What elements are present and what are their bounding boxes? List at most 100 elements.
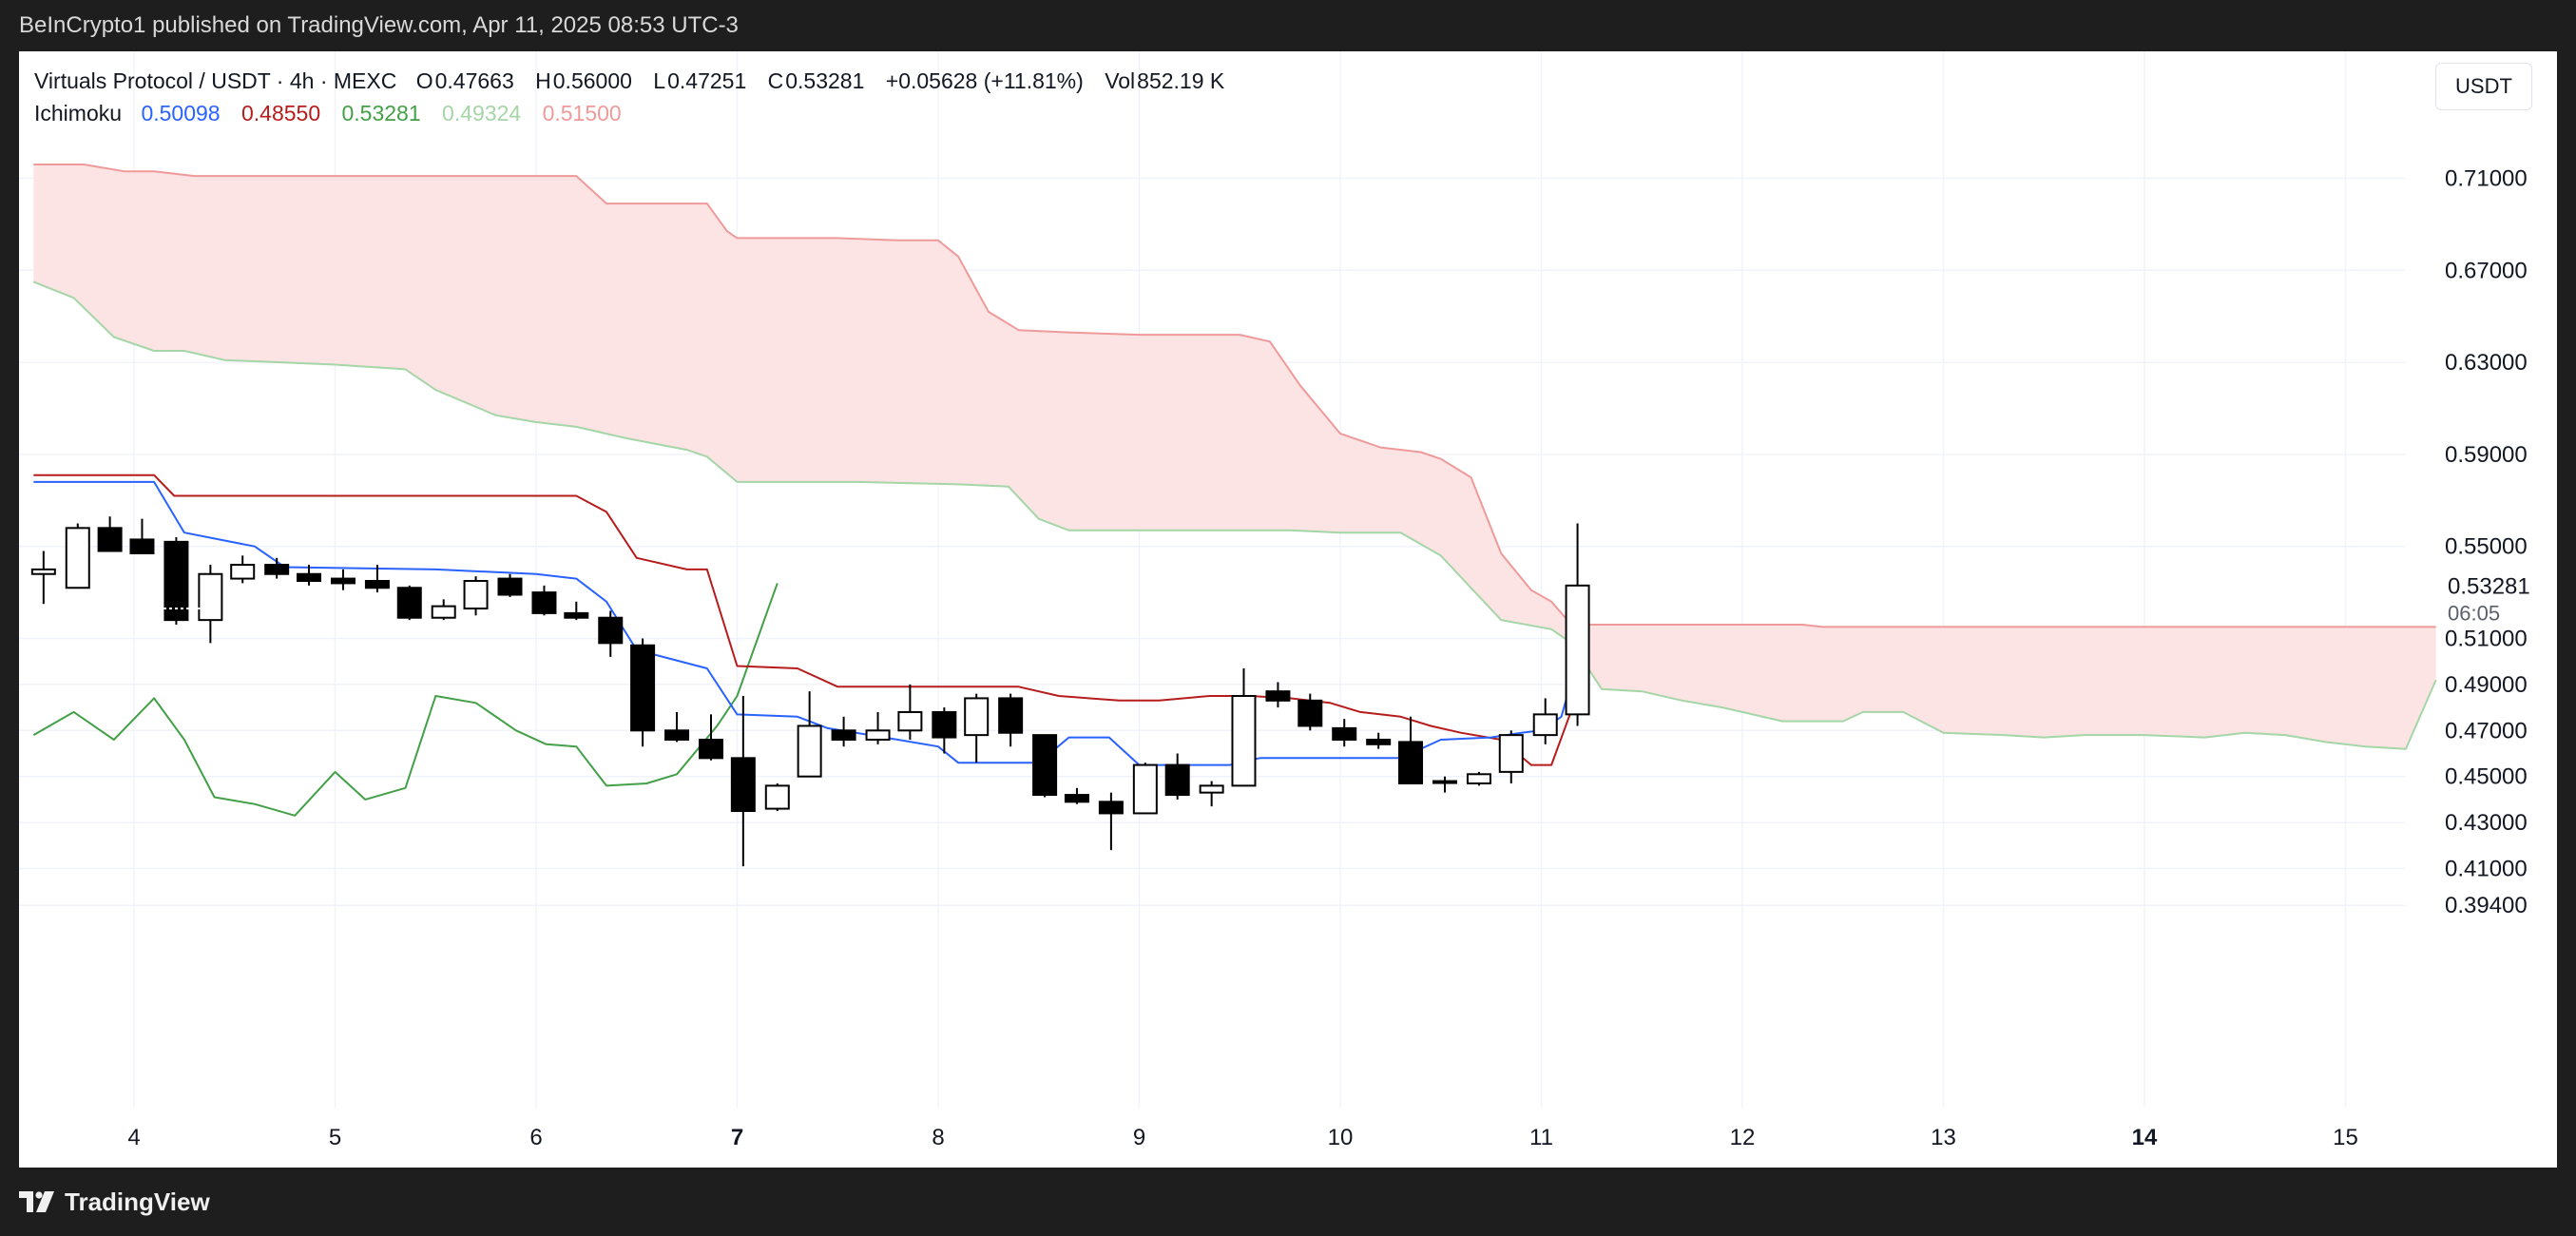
kijun-sen-line bbox=[33, 473, 1579, 766]
candle-body-30 bbox=[1032, 734, 1058, 797]
candle-body-25 bbox=[865, 729, 891, 741]
senkou-span-b-line bbox=[33, 164, 2436, 628]
candle-33 bbox=[1132, 763, 1158, 815]
candle-20 bbox=[699, 714, 724, 761]
time-tick-9: 13 bbox=[1931, 1125, 1956, 1150]
price-tick-1: 0.67000 bbox=[2445, 258, 2528, 283]
candle-body-36 bbox=[1231, 695, 1257, 787]
candle-4 bbox=[163, 537, 189, 625]
time-tick-6: 10 bbox=[1328, 1125, 1354, 1150]
candle-27 bbox=[932, 707, 957, 754]
candle-body-28 bbox=[964, 697, 990, 737]
candle-28 bbox=[964, 693, 990, 763]
candle-5 bbox=[198, 565, 223, 644]
candles bbox=[30, 516, 1590, 867]
ichimoku-lines bbox=[32, 164, 2437, 817]
time-tick-5: 9 bbox=[1133, 1125, 1145, 1150]
candle-body-39 bbox=[1332, 726, 1357, 741]
candle-body-9 bbox=[330, 577, 356, 585]
candle-0 bbox=[30, 550, 56, 605]
time-tick-10: 14 bbox=[2132, 1125, 2158, 1150]
candle-32 bbox=[1098, 792, 1124, 851]
candle-17 bbox=[598, 610, 624, 657]
price-tick-6: 0.49000 bbox=[2445, 672, 2528, 698]
candle-36 bbox=[1231, 667, 1257, 787]
symbol-title[interactable]: Virtuals Protocol / USDT · 4h · MEXC bbox=[34, 68, 397, 93]
time-tick-1: 5 bbox=[329, 1125, 341, 1150]
time-tick-4: 8 bbox=[932, 1125, 944, 1150]
ichimoku-kijun-value: 0.48550 bbox=[240, 101, 321, 126]
candle-15 bbox=[531, 585, 557, 616]
candle-1 bbox=[65, 523, 90, 589]
indicator-name[interactable]: Ichimoku bbox=[34, 101, 123, 126]
time-tick-3: 7 bbox=[731, 1125, 743, 1150]
ichimoku-tenkan-value: 0.50098 bbox=[141, 101, 221, 126]
candle-38 bbox=[1298, 693, 1323, 731]
low-label: L bbox=[653, 68, 666, 93]
symbol-row: Virtuals Protocol / USDT · 4h · MEXC O0.… bbox=[34, 65, 1240, 97]
candle-24 bbox=[831, 716, 856, 747]
chart-legend: Virtuals Protocol / USDT · 4h · MEXC O0.… bbox=[34, 65, 1240, 129]
candle-18 bbox=[630, 638, 656, 747]
close-value: 0.53281 bbox=[785, 68, 865, 93]
publisher-text: BeInCrypto1 published on TradingView.com… bbox=[19, 12, 739, 38]
candle-12 bbox=[431, 599, 456, 621]
candle-body-42 bbox=[1432, 780, 1457, 784]
volume-label: Vol bbox=[1105, 68, 1136, 93]
candle-body-35 bbox=[1199, 784, 1224, 794]
candle-16 bbox=[564, 601, 589, 621]
candle-body-29 bbox=[998, 697, 1024, 734]
price-tick-11: 0.39400 bbox=[2445, 893, 2528, 918]
candle-43 bbox=[1466, 771, 1491, 786]
price-chart[interactable]: 0.71000 0.67000 0.63000 0.59000 0.55000 0.510… bbox=[19, 51, 2557, 1168]
candle-19 bbox=[664, 711, 690, 743]
candle-body-44 bbox=[1498, 734, 1524, 773]
tenkan-sen-line bbox=[33, 480, 1579, 766]
price-tick-2: 0.63000 bbox=[2445, 350, 2528, 376]
candle-7 bbox=[264, 557, 290, 579]
footer-bar: TradingView bbox=[0, 1168, 2576, 1236]
candle-35 bbox=[1199, 781, 1224, 807]
candle-body-17 bbox=[598, 616, 624, 645]
candle-10 bbox=[364, 565, 390, 593]
indicator-row: Ichimoku 0.50098 0.48550 0.53281 0.49324… bbox=[34, 97, 1240, 129]
candle-body-32 bbox=[1098, 801, 1124, 815]
currency-button[interactable]: USDT bbox=[2435, 63, 2532, 110]
price-axis[interactable]: 0.71000 0.67000 0.63000 0.59000 0.55000 0.510… bbox=[2445, 166, 2530, 919]
candle-8 bbox=[297, 565, 322, 586]
tradingview-logo[interactable]: TradingView bbox=[19, 1188, 210, 1217]
candle-21 bbox=[730, 696, 756, 867]
ichimoku-chikou-value: 0.53281 bbox=[341, 101, 421, 126]
high-value: 0.56000 bbox=[552, 68, 632, 93]
candle-body-41 bbox=[1398, 741, 1424, 784]
price-tick-7: 0.47000 bbox=[2445, 718, 2528, 744]
candle-30 bbox=[1032, 734, 1058, 798]
candle-body-8 bbox=[297, 572, 322, 582]
volume-value: 852.19 K bbox=[1137, 68, 1225, 93]
time-axis[interactable]: 4 5 6 7 8 9 10 11 12 13 14 15 bbox=[127, 1125, 2358, 1150]
time-tick-0: 4 bbox=[127, 1125, 140, 1150]
candle-body-45 bbox=[1532, 713, 1558, 737]
candle-body-31 bbox=[1064, 794, 1089, 803]
price-tick-9: 0.43000 bbox=[2445, 810, 2528, 836]
chart-panel[interactable]: 0.71000 0.67000 0.63000 0.59000 0.55000 0.510… bbox=[19, 51, 2557, 1168]
candle-body-0 bbox=[30, 568, 56, 575]
candle-40 bbox=[1366, 732, 1392, 749]
time-tick-7: 11 bbox=[1529, 1125, 1553, 1150]
candle-37 bbox=[1265, 682, 1291, 708]
candle-34 bbox=[1164, 753, 1190, 800]
ichimoku-cloud bbox=[33, 164, 2436, 749]
tradingview-brand: TradingView bbox=[65, 1187, 210, 1216]
candle-23 bbox=[797, 691, 822, 778]
candle-body-43 bbox=[1466, 773, 1491, 784]
cloud-fill bbox=[33, 164, 2436, 749]
open-value: 0.47663 bbox=[434, 68, 514, 93]
candle-6 bbox=[230, 555, 256, 584]
candle-body-11 bbox=[396, 587, 422, 619]
candle-2 bbox=[97, 516, 123, 552]
candle-body-24 bbox=[831, 729, 856, 741]
candle-41 bbox=[1398, 716, 1424, 784]
current-price-label: 0.53281 bbox=[2448, 573, 2530, 599]
candle-42 bbox=[1432, 776, 1457, 793]
candle-body-38 bbox=[1298, 699, 1323, 727]
